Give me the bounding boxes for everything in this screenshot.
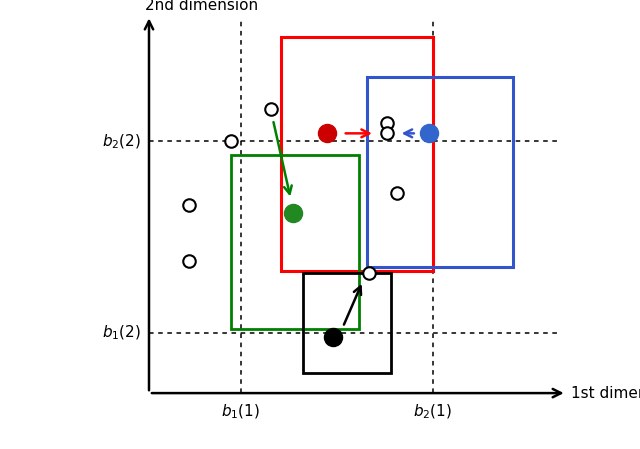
Text: $b_1(1)$: $b_1(1)$ xyxy=(221,403,260,422)
Bar xyxy=(367,77,513,267)
Bar xyxy=(281,37,433,271)
Text: $b_2(2)$: $b_2(2)$ xyxy=(102,132,141,150)
Text: $b_2(1)$: $b_2(1)$ xyxy=(413,403,452,422)
Text: 2nd dimension: 2nd dimension xyxy=(145,0,258,13)
Text: $b_1(2)$: $b_1(2)$ xyxy=(102,324,141,342)
Text: 1st dimension: 1st dimension xyxy=(571,386,640,401)
Bar xyxy=(303,273,391,373)
Bar xyxy=(231,155,359,329)
